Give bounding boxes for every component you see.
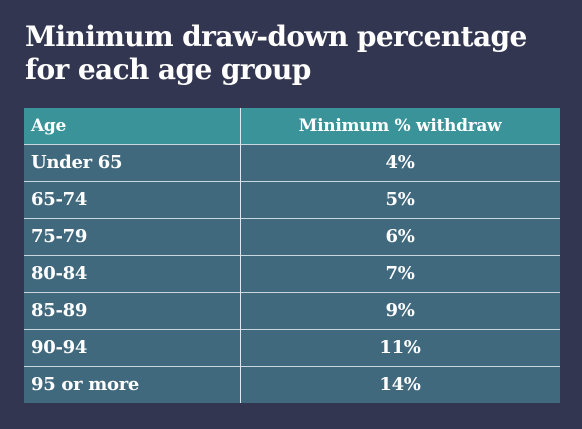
header-minimum-withdraw: Minimum % withdraw: [298, 116, 502, 136]
row-age: 90-94: [31, 337, 88, 358]
row-divider: [24, 144, 560, 145]
row-divider: [24, 255, 560, 256]
row-percentage: 5%: [385, 189, 415, 210]
row-percentage: 9%: [385, 300, 415, 321]
table-header: [24, 108, 560, 144]
row-percentage: 14%: [379, 374, 421, 395]
row-age: 85-89: [31, 300, 88, 321]
column-divider: [240, 108, 241, 403]
row-percentage: 4%: [385, 152, 415, 173]
row-percentage: 6%: [385, 226, 415, 247]
row-divider: [24, 218, 560, 219]
header-age: Age: [31, 116, 66, 136]
title-line-2: for each age group: [25, 53, 311, 86]
drawdown-table: Age Minimum % withdraw Under 65 4% 65-74…: [24, 108, 560, 403]
row-age: 95 or more: [31, 374, 140, 395]
row-divider: [24, 366, 560, 367]
page-title: Minimum draw-down percentage for each ag…: [25, 20, 527, 86]
row-age: 75-79: [31, 226, 88, 247]
row-divider: [24, 181, 560, 182]
row-age: 65-74: [31, 189, 88, 210]
row-divider: [24, 292, 560, 293]
title-line-1: Minimum draw-down percentage: [25, 20, 527, 53]
row-age: Under 65: [31, 152, 123, 173]
row-percentage: 11%: [379, 337, 421, 358]
row-divider: [24, 329, 560, 330]
row-age: 80-84: [31, 263, 88, 284]
row-percentage: 7%: [385, 263, 415, 284]
